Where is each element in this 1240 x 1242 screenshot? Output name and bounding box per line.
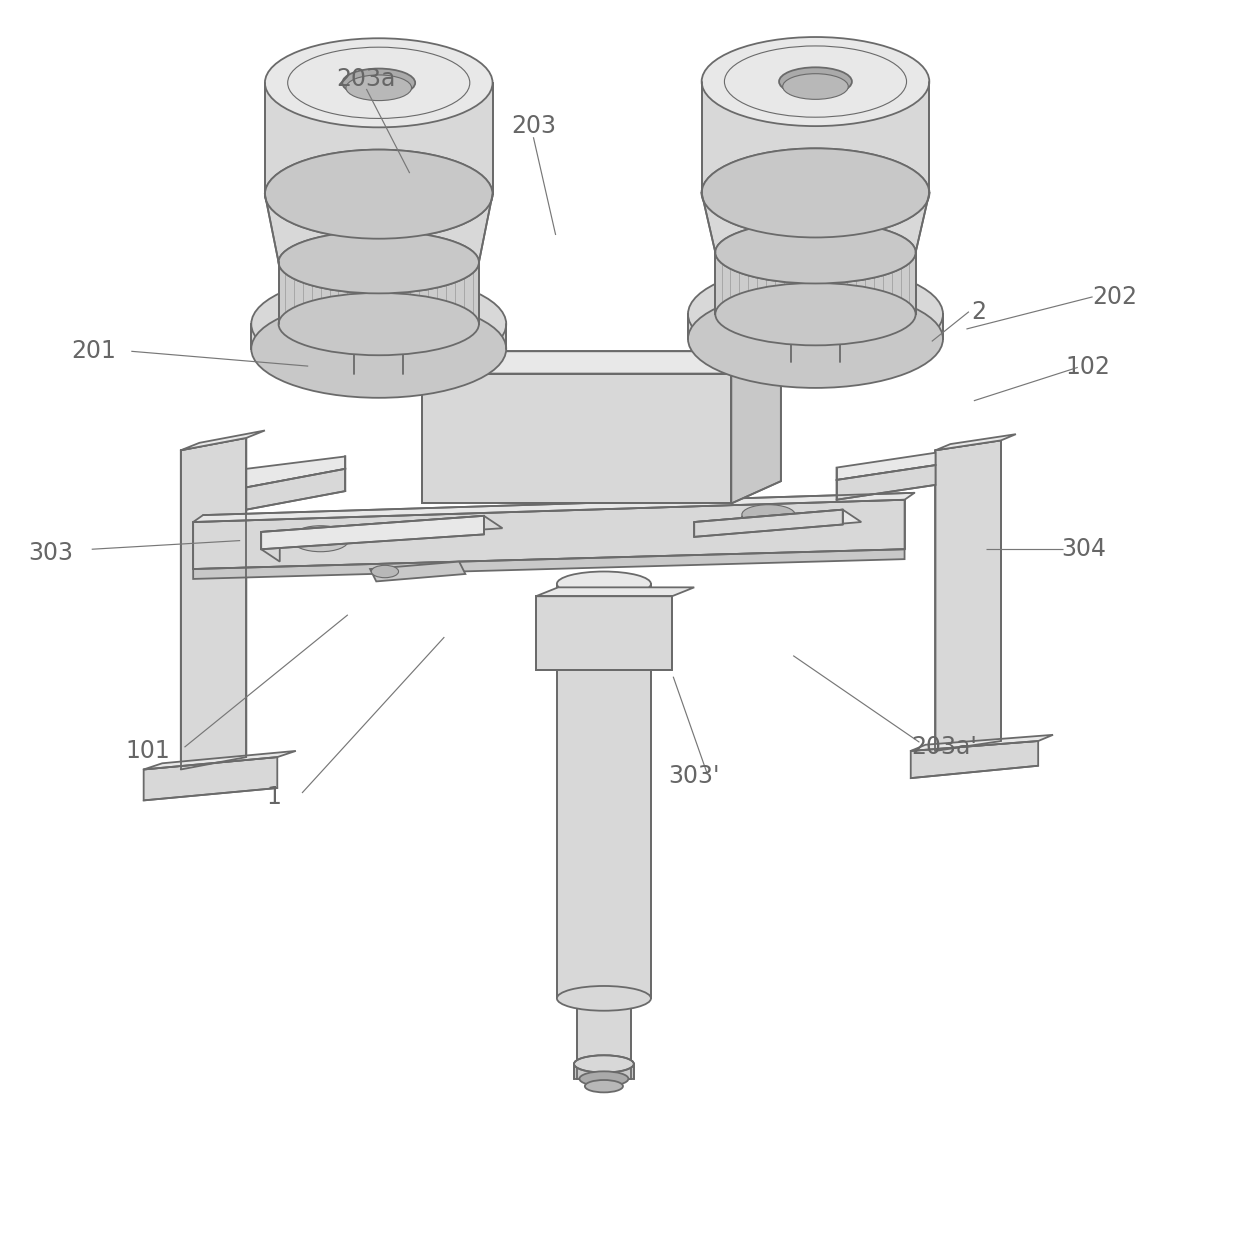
Ellipse shape <box>742 504 795 524</box>
Polygon shape <box>265 83 492 194</box>
Text: 101: 101 <box>125 739 170 763</box>
Ellipse shape <box>557 571 651 596</box>
Polygon shape <box>702 82 929 193</box>
Text: 304: 304 <box>1061 538 1106 561</box>
Ellipse shape <box>342 68 415 97</box>
Polygon shape <box>837 465 935 499</box>
Polygon shape <box>370 561 465 581</box>
Text: 203a: 203a <box>337 67 396 91</box>
Polygon shape <box>536 587 694 596</box>
Ellipse shape <box>702 37 929 127</box>
Polygon shape <box>688 314 942 339</box>
Polygon shape <box>353 349 403 374</box>
Ellipse shape <box>557 986 651 1011</box>
Text: 303': 303' <box>668 764 720 787</box>
Ellipse shape <box>740 508 796 530</box>
Ellipse shape <box>782 73 848 99</box>
Ellipse shape <box>715 283 915 345</box>
Text: 201: 201 <box>72 339 117 364</box>
Ellipse shape <box>279 231 479 293</box>
Polygon shape <box>910 741 1038 779</box>
Text: 2: 2 <box>971 299 986 324</box>
Polygon shape <box>910 735 1053 751</box>
Ellipse shape <box>688 289 942 388</box>
Ellipse shape <box>279 293 479 355</box>
Ellipse shape <box>715 221 915 283</box>
Polygon shape <box>935 435 1016 451</box>
Polygon shape <box>247 468 345 509</box>
Polygon shape <box>193 549 904 579</box>
Polygon shape <box>422 374 732 503</box>
Polygon shape <box>935 441 1001 751</box>
Ellipse shape <box>346 75 412 101</box>
Polygon shape <box>694 509 862 534</box>
Text: 203: 203 <box>511 114 556 138</box>
Polygon shape <box>181 438 247 770</box>
Polygon shape <box>715 252 915 314</box>
Ellipse shape <box>294 525 347 545</box>
Text: 1: 1 <box>267 785 281 809</box>
Polygon shape <box>193 499 904 569</box>
Ellipse shape <box>688 266 942 363</box>
Text: 202: 202 <box>1092 284 1137 309</box>
Ellipse shape <box>574 1056 634 1073</box>
Polygon shape <box>732 351 781 503</box>
Ellipse shape <box>293 529 348 551</box>
Text: 303: 303 <box>29 542 73 565</box>
Polygon shape <box>574 1064 634 1079</box>
Polygon shape <box>262 515 502 561</box>
Ellipse shape <box>265 149 492 238</box>
Ellipse shape <box>779 67 852 96</box>
Polygon shape <box>262 515 484 549</box>
Polygon shape <box>144 751 296 770</box>
Polygon shape <box>702 193 929 252</box>
Ellipse shape <box>702 148 929 237</box>
Polygon shape <box>422 351 781 374</box>
Polygon shape <box>694 509 843 537</box>
Polygon shape <box>536 596 672 671</box>
Polygon shape <box>193 493 914 522</box>
Ellipse shape <box>371 565 398 578</box>
Ellipse shape <box>265 149 492 238</box>
Polygon shape <box>837 453 935 479</box>
Polygon shape <box>791 339 841 363</box>
Text: 203a': 203a' <box>911 735 977 759</box>
Polygon shape <box>265 194 492 262</box>
Ellipse shape <box>702 148 929 237</box>
Ellipse shape <box>279 231 479 293</box>
Text: 102: 102 <box>1065 355 1110 379</box>
Ellipse shape <box>265 39 492 128</box>
Polygon shape <box>577 992 631 1079</box>
Polygon shape <box>247 457 345 487</box>
Polygon shape <box>144 758 278 800</box>
Ellipse shape <box>252 274 506 373</box>
Polygon shape <box>181 431 265 451</box>
Polygon shape <box>279 262 479 324</box>
Ellipse shape <box>252 299 506 397</box>
Polygon shape <box>557 584 651 999</box>
Ellipse shape <box>585 1081 622 1093</box>
Ellipse shape <box>715 221 915 283</box>
Polygon shape <box>252 324 506 349</box>
Ellipse shape <box>579 1072 629 1087</box>
